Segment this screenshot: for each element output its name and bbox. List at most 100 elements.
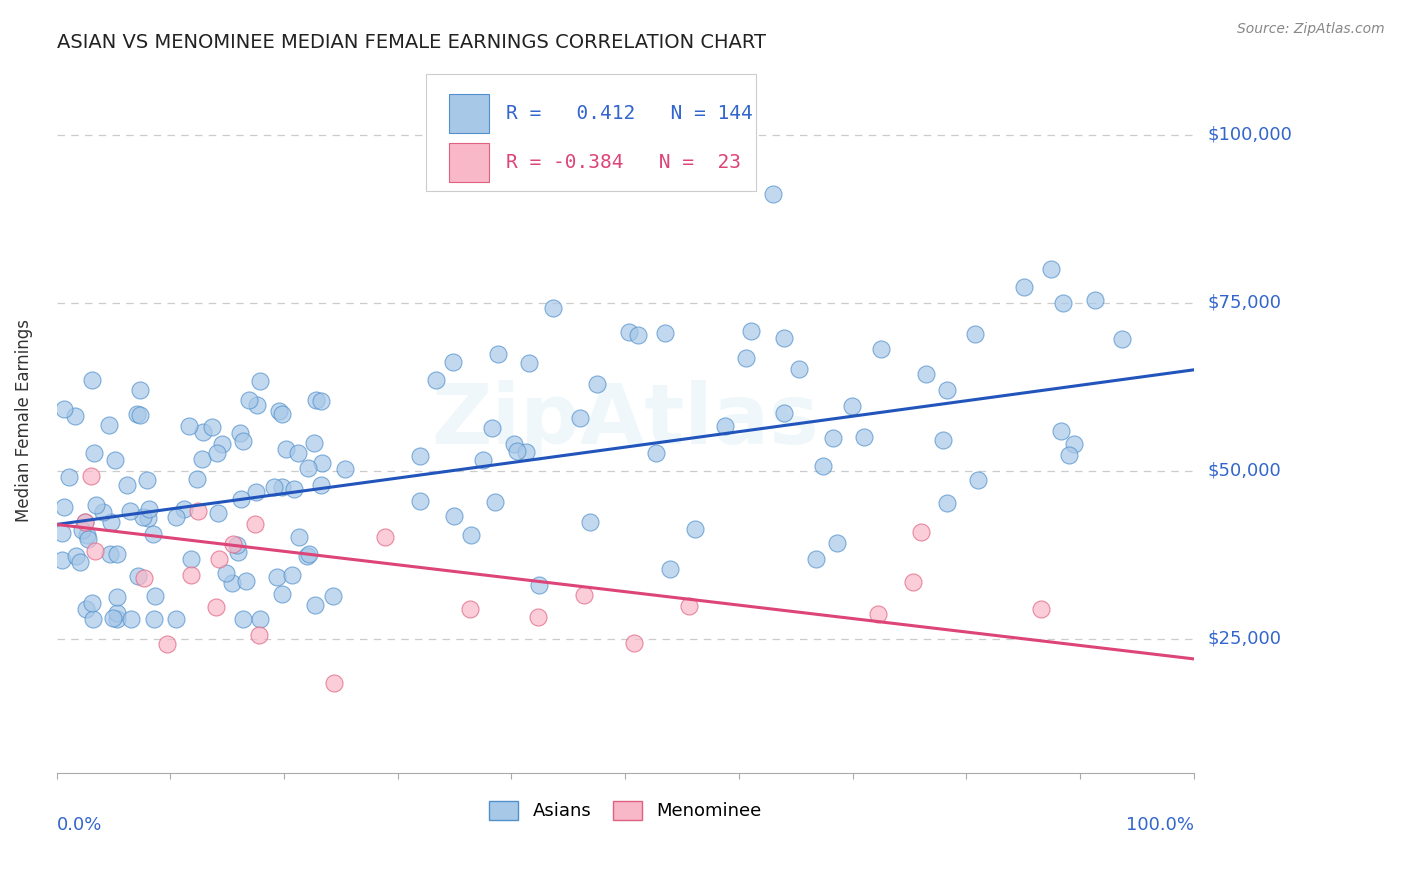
Point	[740, 324, 762, 338]
Bar	[449, 144, 489, 182]
Point	[245, 398, 267, 412]
Point	[305, 393, 328, 408]
Text: R =   0.412   N = 144: R = 0.412 N = 144	[506, 104, 752, 123]
Point	[309, 478, 332, 492]
Point	[65, 549, 87, 564]
Point	[249, 611, 271, 625]
Bar	[449, 94, 489, 133]
Point	[409, 450, 432, 464]
Point	[187, 504, 209, 518]
Point	[1052, 296, 1074, 310]
Point	[517, 356, 540, 370]
Point	[263, 480, 285, 494]
Point	[484, 495, 506, 509]
Point	[773, 406, 796, 420]
Point	[302, 436, 325, 450]
Point	[225, 538, 247, 552]
Point	[205, 599, 228, 614]
Point	[287, 530, 309, 544]
Point	[138, 501, 160, 516]
Point	[866, 607, 889, 621]
Point	[245, 516, 267, 531]
Point	[180, 568, 202, 582]
Point	[527, 578, 550, 592]
Point	[186, 472, 208, 486]
Point	[503, 437, 526, 451]
Y-axis label: Median Female Earnings: Median Female Earnings	[15, 318, 32, 522]
Point	[143, 589, 166, 603]
Point	[221, 576, 243, 591]
Point	[297, 547, 319, 561]
Point	[98, 547, 121, 561]
Point	[297, 549, 319, 563]
Point	[51, 552, 73, 566]
Text: R = -0.384   N =  23: R = -0.384 N = 23	[506, 153, 741, 172]
Point	[105, 607, 128, 621]
Point	[93, 505, 115, 519]
Point	[506, 443, 529, 458]
Point	[270, 480, 292, 494]
FancyBboxPatch shape	[426, 74, 756, 191]
Point	[1040, 261, 1063, 276]
Point	[72, 523, 94, 537]
Point	[165, 509, 187, 524]
Point	[73, 515, 96, 529]
Point	[207, 507, 229, 521]
Point	[425, 374, 447, 388]
Point	[84, 498, 107, 512]
Point	[245, 485, 267, 500]
Point	[654, 326, 676, 340]
Point	[76, 528, 98, 542]
Point	[311, 457, 333, 471]
Point	[333, 461, 356, 475]
Point	[645, 446, 668, 460]
Point	[585, 377, 607, 392]
Point	[69, 555, 91, 569]
Point	[443, 354, 465, 368]
Point	[211, 437, 233, 451]
Point	[1049, 424, 1071, 438]
Text: 0.0%: 0.0%	[56, 815, 103, 833]
Point	[177, 418, 200, 433]
Point	[136, 511, 159, 525]
Point	[1084, 293, 1107, 307]
Text: ZipAtlas: ZipAtlas	[432, 380, 820, 461]
Point	[80, 596, 103, 610]
Point	[180, 552, 202, 566]
Point	[683, 522, 706, 536]
Point	[118, 504, 141, 518]
Point	[623, 635, 645, 649]
Point	[53, 500, 76, 514]
Point	[287, 446, 309, 460]
Point	[249, 374, 271, 388]
Point	[82, 611, 104, 625]
Point	[841, 399, 863, 413]
Point	[322, 590, 344, 604]
Point	[322, 676, 344, 690]
Point	[910, 525, 932, 540]
Point	[297, 461, 319, 475]
Point	[229, 492, 252, 507]
Point	[870, 342, 893, 356]
Point	[271, 587, 294, 601]
Text: $25,000: $25,000	[1208, 630, 1282, 648]
Point	[627, 328, 650, 343]
Point	[936, 383, 959, 397]
Point	[283, 482, 305, 496]
Point	[852, 430, 875, 444]
Point	[105, 547, 128, 561]
Point	[52, 401, 75, 416]
Point	[125, 407, 148, 421]
Point	[215, 566, 238, 580]
Point	[823, 431, 845, 445]
Point	[58, 470, 80, 484]
Point	[235, 574, 257, 589]
Point	[83, 543, 105, 558]
Point	[120, 611, 142, 625]
Point	[266, 570, 288, 584]
Point	[267, 404, 290, 418]
Point	[191, 425, 214, 439]
Point	[734, 351, 756, 365]
Point	[51, 525, 73, 540]
Point	[772, 331, 794, 345]
